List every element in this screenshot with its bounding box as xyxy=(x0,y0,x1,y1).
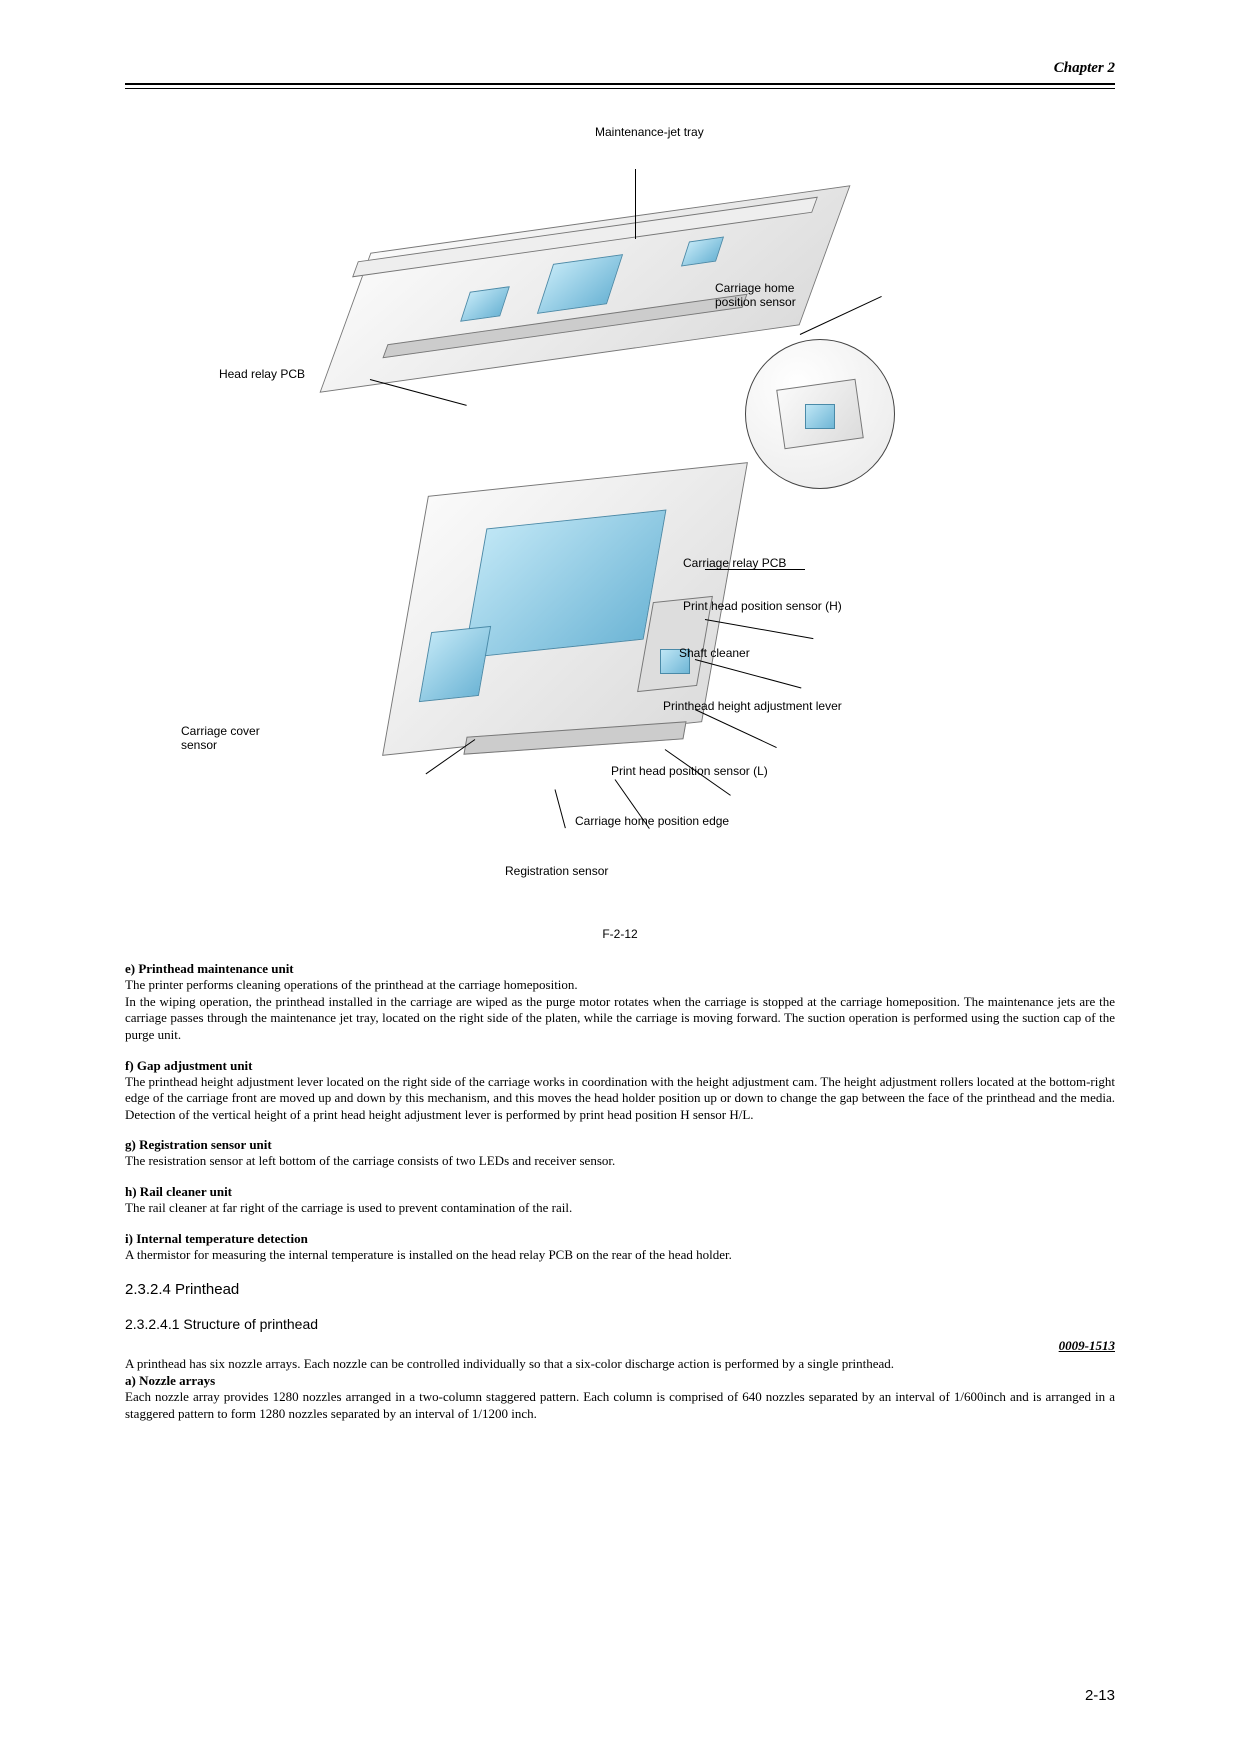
section-h-heading: h) Rail cleaner unit xyxy=(125,1184,1115,1200)
label-carriage-home-position-edge: Carriage home position edge xyxy=(575,814,729,828)
section-h-p1: The rail cleaner at far right of the car… xyxy=(125,1200,1115,1217)
section-f-heading: f) Gap adjustment unit xyxy=(125,1058,1115,1074)
technical-diagram: Maintenance-jet tray Carriage home posit… xyxy=(125,119,1115,919)
section-e-heading: e) Printhead maintenance unit xyxy=(125,961,1115,977)
heading-23241: 2.3.2.4.1 Structure of printhead xyxy=(125,1316,1115,1332)
document-id: 0009-1513 xyxy=(125,1338,1115,1354)
label-shaft-cleaner: Shaft cleaner xyxy=(679,646,750,660)
label-registration-sensor: Registration sensor xyxy=(505,864,608,878)
label-printhead-height-adjustment-lever: Printhead height adjustment lever xyxy=(663,699,842,713)
section-i-heading: i) Internal temperature detection xyxy=(125,1231,1115,1247)
page-number: 2-13 xyxy=(1085,1687,1115,1704)
section-a-p1: Each nozzle array provides 1280 nozzles … xyxy=(125,1389,1115,1422)
section-f-p1: The printhead height adjustment lever lo… xyxy=(125,1074,1115,1124)
label-print-head-position-sensor-l: Print head position sensor (L) xyxy=(611,764,768,778)
label-head-relay-pcb: Head relay PCB xyxy=(185,367,305,381)
chapter-header: Chapter 2 xyxy=(125,60,1115,85)
section-a-heading: a) Nozzle arrays xyxy=(125,1373,1115,1389)
label-print-head-position-sensor-h: Print head position sensor (H) xyxy=(683,599,842,613)
printhead-intro: A printhead has six nozzle arrays. Each … xyxy=(125,1356,1115,1373)
label-carriage-relay-pcb: Carriage relay PCB xyxy=(683,556,786,570)
label-carriage-home-position-sensor: Carriage home position sensor xyxy=(715,281,796,310)
heading-2324: 2.3.2.4 Printhead xyxy=(125,1281,1115,1298)
header-rule xyxy=(125,88,1115,89)
section-e-p2: In the wiping operation, the printhead i… xyxy=(125,994,1115,1044)
section-g-heading: g) Registration sensor unit xyxy=(125,1137,1115,1153)
label-maintenance-jet-tray: Maintenance-jet tray xyxy=(595,125,704,139)
diagram-shapes xyxy=(265,149,905,869)
section-g-p1: The resistration sensor at left bottom o… xyxy=(125,1153,1115,1170)
figure-caption: F-2-12 xyxy=(125,927,1115,941)
section-e-p1: The printer performs cleaning operations… xyxy=(125,977,1115,994)
label-carriage-cover-sensor: Carriage cover sensor xyxy=(181,724,260,753)
section-i-p1: A thermistor for measuring the internal … xyxy=(125,1247,1115,1264)
